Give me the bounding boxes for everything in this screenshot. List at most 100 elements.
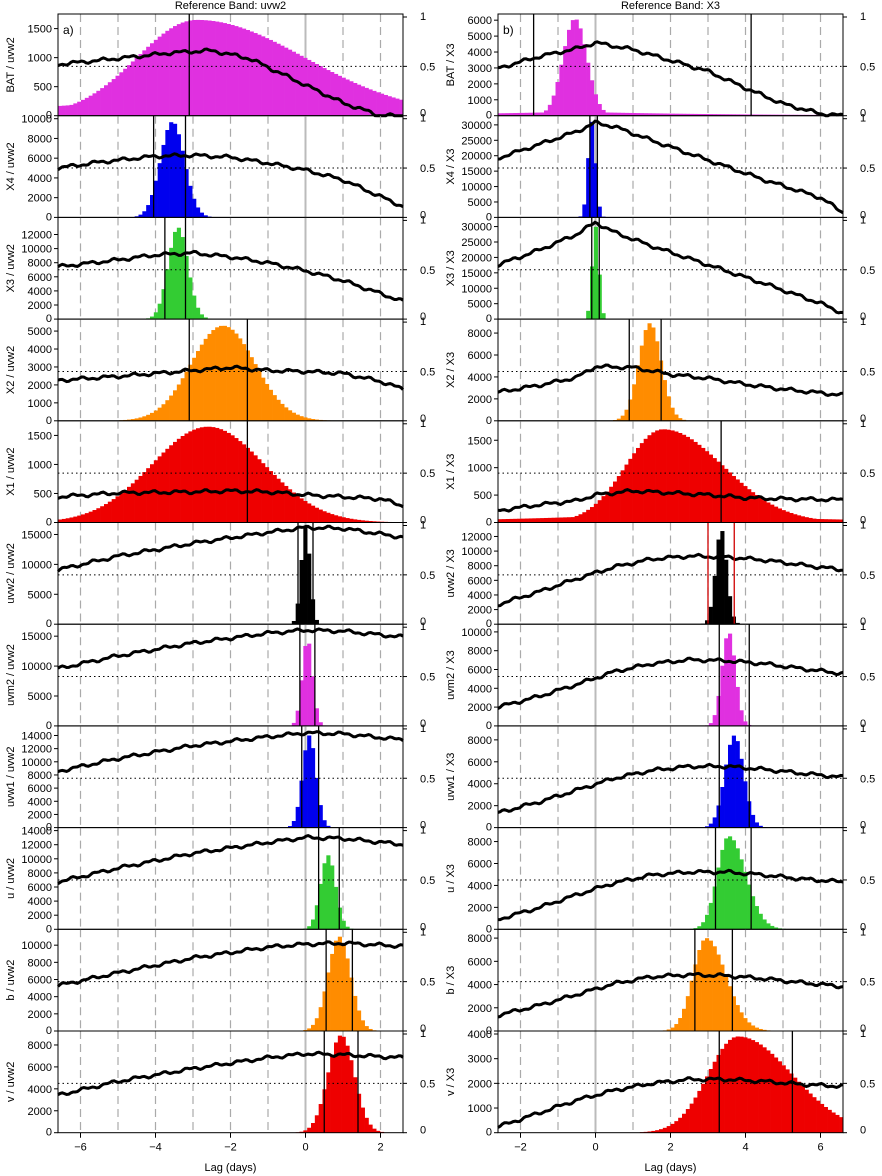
histogram-bar (84, 513, 89, 523)
histogram-bar (303, 527, 308, 625)
histogram-bar (716, 539, 721, 625)
y-axis-label: X1 / uvw2 (5, 447, 17, 495)
y-tick-label: 10000 (21, 244, 52, 256)
histogram-bar (341, 517, 346, 523)
y-tick-label: 0 (486, 110, 492, 122)
histogram-bar (624, 409, 629, 421)
histogram (295, 1035, 385, 1133)
right-tick-label: 0 (420, 1023, 426, 1035)
histogram-bar (192, 429, 197, 523)
right-tick-label: 0.5 (860, 265, 875, 277)
histogram-bar (705, 451, 710, 523)
y-tick-label: 4000 (468, 683, 492, 695)
histogram-bar (173, 231, 178, 320)
histogram-bar (157, 456, 162, 523)
histogram-bar (395, 98, 400, 116)
histogram-bar (268, 471, 273, 523)
histogram-bar (716, 805, 721, 828)
y-tick-label: 0 (46, 517, 52, 529)
histogram-bar (555, 517, 560, 523)
histogram-bar (735, 1005, 740, 1031)
y-tick-label: 6000 (468, 665, 492, 677)
right-tick-label: 0.5 (860, 875, 875, 887)
histogram-bar (509, 113, 514, 116)
histogram-bar (597, 206, 602, 218)
y-tick-label: 0 (46, 923, 52, 935)
histogram-bar (353, 519, 358, 523)
histogram-bar (161, 404, 166, 421)
histogram-bar (697, 926, 702, 930)
histogram-bar (800, 516, 805, 523)
histogram-bar (219, 22, 224, 116)
histogram-bar (666, 429, 671, 523)
histogram-bar (590, 121, 595, 218)
histogram (689, 836, 786, 930)
right-tick-label: 0.5 (420, 672, 435, 684)
histogram-bar (574, 19, 579, 116)
histogram-bar (670, 1123, 675, 1133)
histogram (303, 936, 377, 1031)
y-tick-label: 10000 (21, 114, 52, 126)
histogram-bar (758, 913, 763, 930)
histogram-bar (391, 97, 396, 116)
y-axis-label: uvm2 / X3 (445, 650, 457, 700)
histogram-bar (249, 31, 254, 116)
histogram (288, 735, 331, 828)
y-tick-label: 8000 (28, 868, 52, 880)
histogram-bar (364, 520, 369, 523)
right-tick-label: 1 (420, 520, 426, 532)
x-tick-label: −2 (514, 1142, 527, 1154)
histogram-bar (735, 686, 740, 726)
right-tick-label: 0.5 (420, 265, 435, 277)
histogram-bar (226, 327, 231, 421)
right-tick-label: 1 (420, 723, 426, 735)
histogram-bar (762, 500, 767, 523)
histogram-bar (544, 517, 549, 523)
histogram-bar (582, 512, 587, 523)
y-tick-label: 15000 (461, 166, 492, 178)
histogram-bar (268, 389, 273, 421)
correlation-curve (57, 47, 403, 118)
histogram-bar (291, 722, 296, 726)
y-tick-label: 2000 (28, 809, 52, 821)
histogram-bar (142, 416, 147, 421)
histogram-bar (364, 1026, 369, 1031)
histogram-bar (265, 383, 270, 421)
histogram-bar (176, 134, 181, 218)
histogram-bar (586, 62, 591, 116)
y-tick-label: 8000 (28, 258, 52, 270)
histogram-bar (215, 427, 220, 523)
histogram-bar (357, 1010, 362, 1031)
histogram-bar (123, 68, 128, 116)
histogram-bar (184, 433, 189, 523)
y-axis-label: X4 / uvw2 (5, 142, 17, 190)
histogram-bar (322, 991, 327, 1031)
histogram-bar (295, 710, 300, 726)
histogram-bar (69, 517, 74, 523)
histogram-bar (119, 493, 124, 523)
right-tick-label: 0 (420, 413, 426, 425)
histogram (130, 122, 212, 218)
subplot-v: 2000 4000 6000 8000 0 0 0.5 1 v / uvw2 (5, 1028, 435, 1139)
histogram-bar (387, 96, 392, 116)
histogram-bar (747, 1038, 752, 1133)
right-tick-label: 1 (860, 418, 866, 430)
histogram-bar (639, 345, 644, 421)
y-axis-label: uvw1 / uvw2 (5, 746, 17, 807)
histogram-bar (368, 89, 373, 116)
histogram-bar (712, 1061, 717, 1133)
histogram-bar (142, 472, 147, 523)
right-tick-label: 0 (420, 311, 426, 323)
histogram-bar (196, 19, 201, 116)
histogram-bar (758, 1044, 763, 1133)
right-tick-label: 0 (860, 515, 866, 527)
histogram-bar (586, 158, 591, 218)
y-tick-label: 10000 (21, 940, 52, 952)
histogram-bar (705, 938, 710, 1031)
histogram-bar (238, 27, 243, 116)
histogram-bar (165, 130, 170, 218)
histogram-bar (192, 295, 197, 320)
histogram-bar (222, 23, 227, 116)
histogram-bar (169, 247, 174, 320)
